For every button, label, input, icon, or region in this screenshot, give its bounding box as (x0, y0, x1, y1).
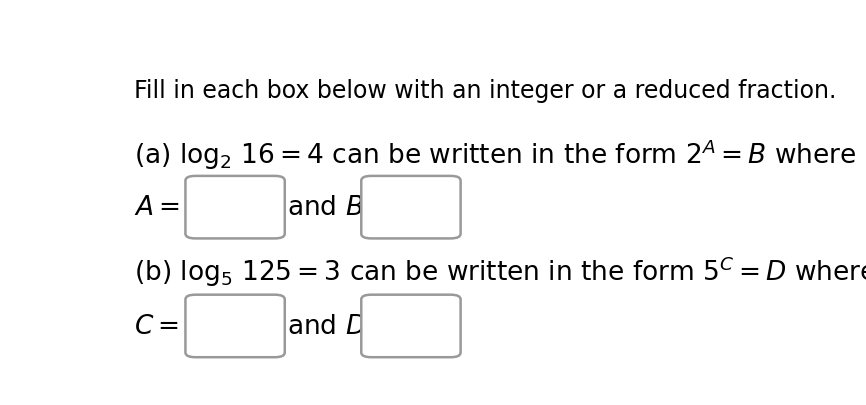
Text: and $B =$: and $B =$ (287, 195, 389, 221)
FancyBboxPatch shape (185, 177, 285, 239)
Text: (a) $\log_2\,16 = 4$ can be written in the form $2^A = B$ where: (a) $\log_2\,16 = 4$ can be written in t… (133, 137, 856, 172)
Text: and $D =$: and $D =$ (287, 313, 391, 339)
Text: $C =$: $C =$ (133, 313, 178, 339)
Text: Fill in each box below with an integer or a reduced fraction.: Fill in each box below with an integer o… (133, 79, 837, 103)
Text: (b) $\log_5\,125 = 3$ can be written in the form $5^C = D$ where: (b) $\log_5\,125 = 3$ can be written in … (133, 254, 866, 289)
FancyBboxPatch shape (361, 177, 461, 239)
FancyBboxPatch shape (185, 295, 285, 357)
Text: $A =$: $A =$ (133, 195, 179, 221)
FancyBboxPatch shape (361, 295, 461, 357)
